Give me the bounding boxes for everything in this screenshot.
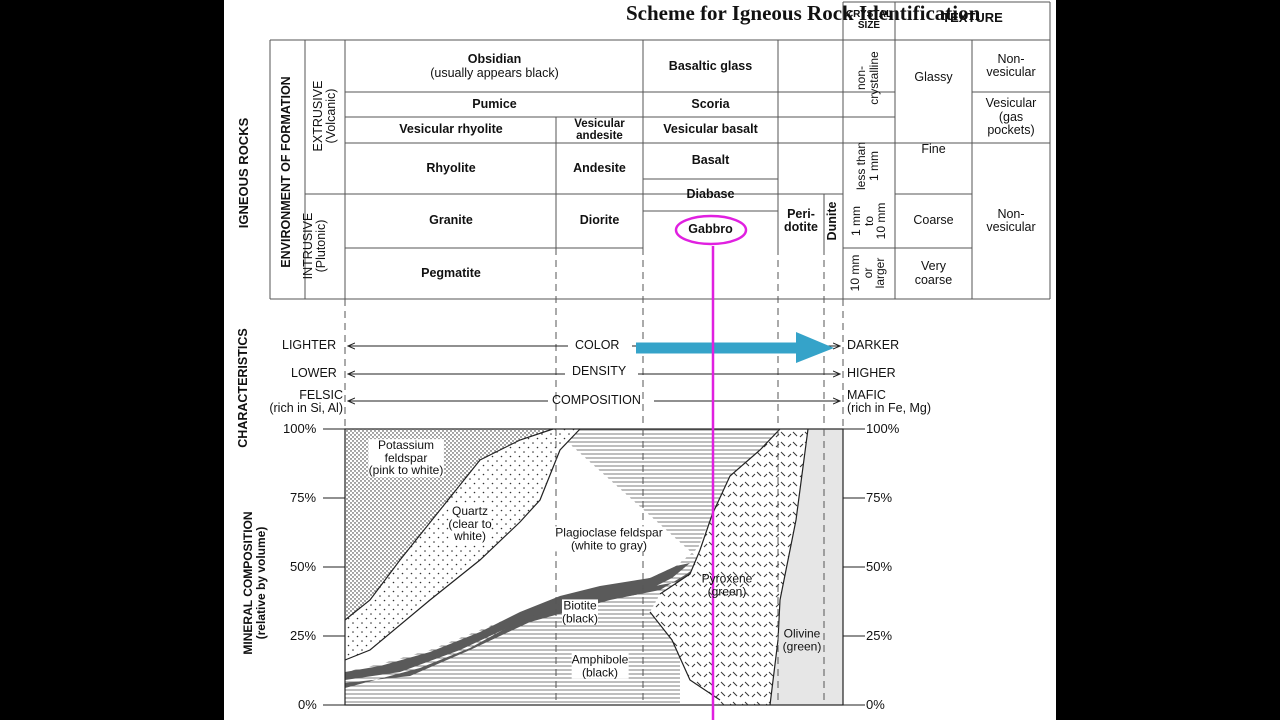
peridotite-cell: Peri- dotite: [783, 206, 819, 234]
crystal-size-non-crystalline: non- crystalline: [854, 51, 881, 105]
y-tick-right-25: 25%: [866, 628, 893, 643]
obsidian-note: (usually appears black): [430, 65, 559, 80]
y-tick-right-100: 100%: [866, 421, 900, 436]
scoria-cell: Scoria: [691, 96, 730, 111]
texture-non-vesicular-bottom: Non- vesicular: [986, 206, 1036, 234]
higher-label: HIGHER: [847, 366, 896, 380]
crystal-size-very-coarse: 10 mm or larger: [847, 254, 888, 292]
quartz-region: [345, 429, 580, 660]
obsidian-cell: Obsidian (usually appears black): [346, 41, 643, 92]
composition-label: COMPOSITION: [552, 393, 641, 407]
y-tick-left-25: 25%: [290, 628, 317, 643]
felsic-label: FELSIC (rich in Si, Al): [269, 388, 343, 416]
characteristics-label: CHARACTERISTICS: [236, 328, 251, 448]
crystal-size-coarse: 1 mm to 10 mm: [848, 202, 889, 240]
granite-cell: Granite: [429, 213, 473, 228]
density-label: DENSITY: [572, 364, 627, 378]
diorite-cell: Diorite: [579, 213, 620, 228]
texture-coarse: Coarse: [913, 213, 954, 228]
vesicular-andesite-cell: Vesicular andesite: [574, 117, 625, 142]
vesicular-rhyolite-cell: Vesicular rhyolite: [399, 122, 503, 137]
gabbro-cell: Gabbro: [688, 222, 733, 237]
olivine-label: Olivine (green): [782, 626, 822, 653]
pumice-cell: Pumice: [472, 96, 517, 111]
texture-non-vesicular-top: Non- vesicular: [986, 51, 1036, 79]
environment-label: ENVIRONMENT OF FORMATION: [279, 76, 294, 268]
gabbro-highlight: [674, 214, 748, 720]
table-grid: [269, 1, 1051, 300]
obsidian-name: Obsidian: [467, 52, 522, 66]
texture-glassy: Glassy: [914, 69, 953, 84]
vesicular-basalt-cell: Vesicular basalt: [663, 122, 758, 137]
y-tick-left-100: 100%: [283, 421, 317, 436]
blue-arrow: [636, 332, 834, 363]
texture-header: TEXTURE: [942, 9, 1003, 25]
y-tick-right-0: 0%: [866, 697, 885, 712]
diagram-title: Scheme for Igneous Rock Identification: [626, 1, 981, 25]
andesite-cell: Andesite: [573, 160, 626, 175]
intrusive-label: INTRUSIVE (Plutonic): [300, 212, 329, 280]
y-tick-right-50: 50%: [866, 559, 893, 574]
y-tick-left-75: 75%: [290, 490, 317, 505]
diabase-cell: Diabase: [686, 187, 735, 202]
pyroxene-region: [650, 429, 808, 705]
color-label: COLOR: [575, 338, 620, 352]
potassium-feldspar-label: Potassium feldspar (pink to white): [368, 438, 444, 478]
amphibole-label: Amphibole (black): [571, 652, 629, 679]
plagioclase-label: Plagioclase feldspar (white to gray): [555, 525, 663, 552]
pegmatite-cell: Pegmatite: [421, 265, 481, 280]
dunite-cell: Dunite: [825, 201, 840, 241]
lower-label: LOWER: [291, 366, 337, 380]
basaltic-glass-cell: Basaltic glass: [668, 58, 753, 73]
y-tick-right-75: 75%: [866, 490, 893, 505]
mineral-composition-label: MINERAL COMPOSITION (relative by volume): [241, 511, 268, 655]
rhyolite-cell: Rhyolite: [426, 160, 476, 175]
y-tick-left-0: 0%: [298, 697, 317, 712]
texture-very-coarse: Very coarse: [914, 259, 953, 287]
biotite-region: [345, 563, 690, 680]
texture-vesicular: Vesicular (gas pockets): [985, 96, 1037, 138]
darker-label: DARKER: [847, 338, 900, 352]
texture-fine: Fine: [921, 142, 946, 157]
extrusive-label: EXTRUSIVE (Volcanic): [310, 80, 339, 152]
pyroxene-label: Pyroxene (green): [701, 571, 753, 598]
biotite-label: Biotite (black): [561, 598, 599, 625]
crystal-size-header: CRYSTAL SIZE: [845, 9, 893, 31]
basalt-cell: Basalt: [691, 153, 730, 168]
lighter-label: LIGHTER: [282, 338, 337, 352]
mafic-label: MAFIC (rich in Fe, Mg): [847, 388, 932, 416]
quartz-label: Quartz (clear to white): [448, 504, 492, 544]
igneous-rocks-label: IGNEOUS ROCKS: [235, 117, 251, 229]
y-tick-left-50: 50%: [290, 559, 317, 574]
